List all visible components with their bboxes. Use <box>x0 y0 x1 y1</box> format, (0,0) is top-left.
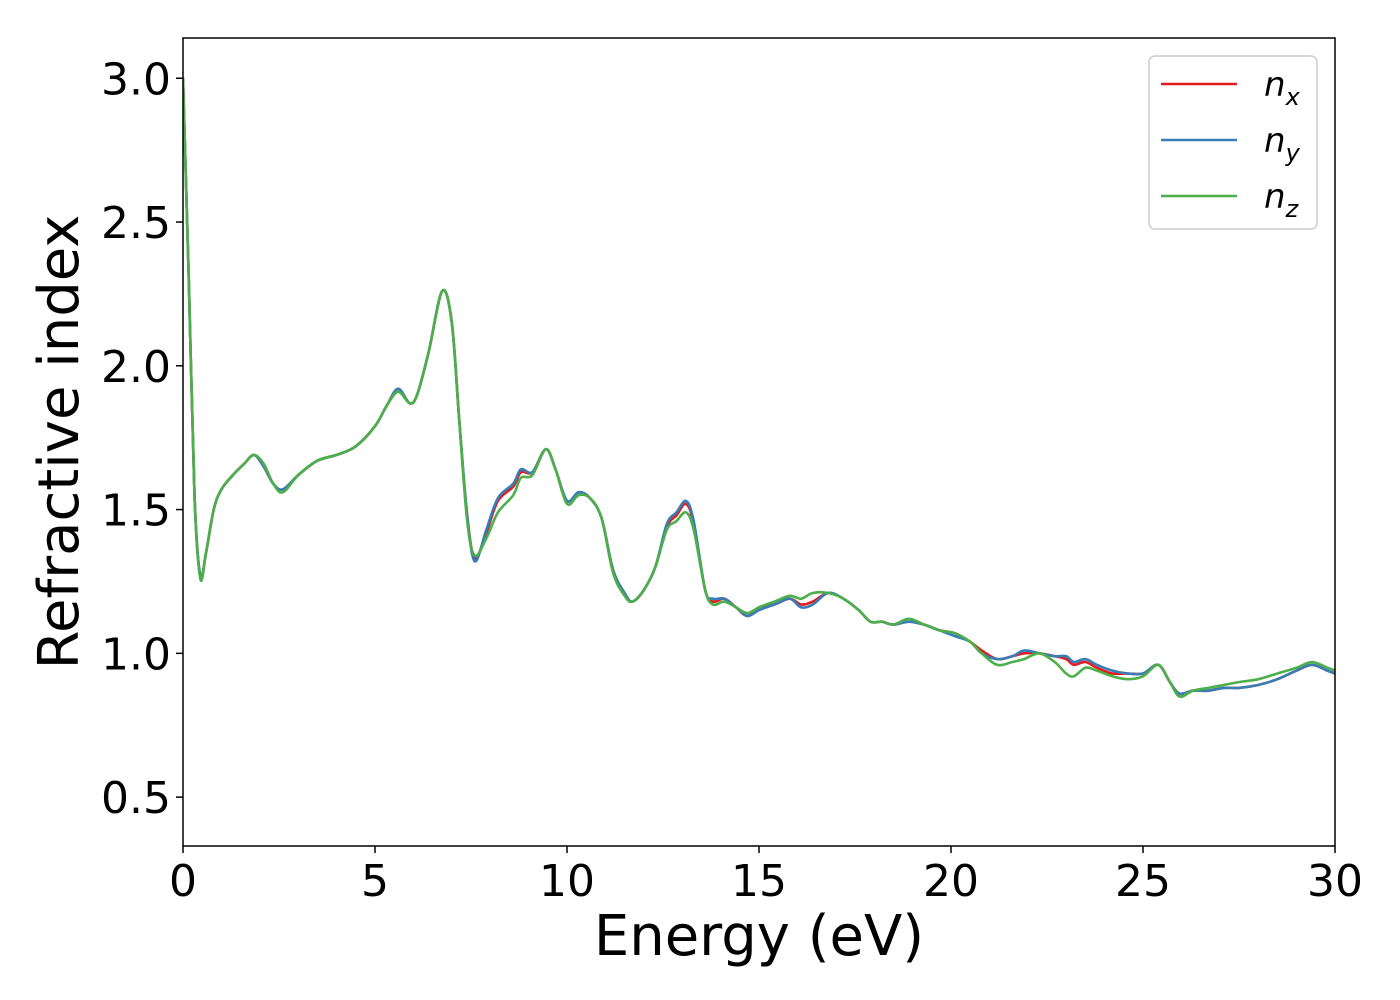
y-tick-label: 2.5 <box>101 198 171 249</box>
y-axis-ticks: 0.5 1.0 1.5 2.0 2.5 3.0 <box>101 54 183 824</box>
x-tick-label: 0 <box>169 856 197 907</box>
y-axis-label: Refractive index <box>27 215 92 670</box>
series-line-nz <box>183 77 1335 699</box>
x-tick-label: 20 <box>923 856 979 907</box>
y-tick-label: 0.5 <box>101 773 171 824</box>
x-tick-label: 15 <box>731 856 787 907</box>
plot-area <box>183 38 1335 846</box>
y-tick-label: 3.0 <box>101 54 171 105</box>
x-tick-label: 30 <box>1307 856 1363 907</box>
x-axis-ticks: 0 5 10 15 20 25 30 <box>169 846 1363 907</box>
series-layer <box>183 77 1335 699</box>
x-tick-label: 25 <box>1115 856 1171 907</box>
x-tick-label: 10 <box>539 856 595 907</box>
y-tick-label: 2.0 <box>101 342 171 393</box>
y-tick-label: 1.0 <box>101 629 171 680</box>
x-tick-label: 5 <box>361 856 389 907</box>
x-axis-label: Energy (eV) <box>594 904 924 969</box>
legend-frame <box>1148 55 1318 230</box>
y-tick-label: 1.5 <box>101 486 171 537</box>
